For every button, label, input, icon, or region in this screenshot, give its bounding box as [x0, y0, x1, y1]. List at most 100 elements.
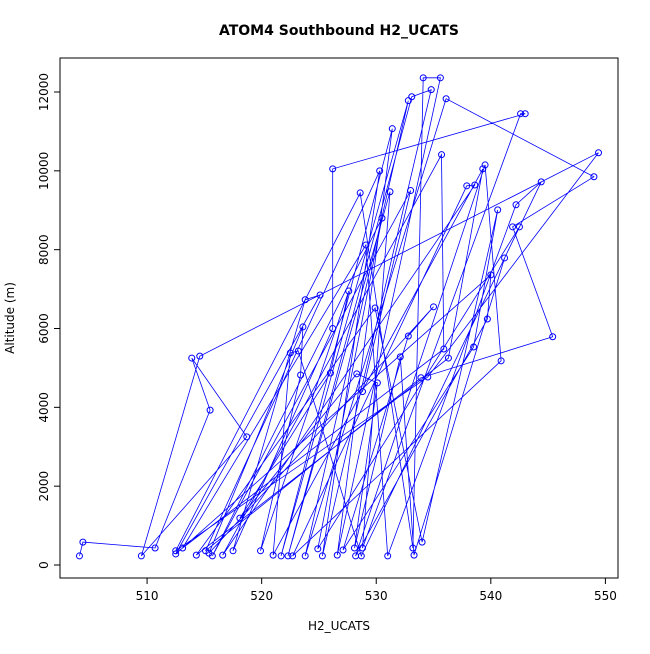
x-axis-label: H2_UCATS — [308, 619, 370, 633]
data-point — [339, 546, 347, 554]
data-point — [301, 296, 309, 304]
y-axis-label: Altitude (m) — [3, 282, 17, 354]
y-tick-label: 0 — [37, 561, 51, 569]
data-point — [487, 271, 495, 279]
data-point — [430, 303, 438, 311]
data-point — [470, 343, 478, 351]
data-point — [284, 552, 292, 560]
data-point — [471, 181, 479, 189]
plot-frame — [59, 57, 619, 579]
data-point — [172, 550, 180, 558]
data-point — [404, 97, 412, 105]
data-point — [521, 110, 529, 118]
data-point — [396, 353, 404, 361]
data-point — [408, 93, 416, 101]
data-point — [427, 86, 435, 94]
data-point — [329, 325, 337, 333]
data-point — [409, 544, 417, 552]
data-point — [371, 304, 379, 312]
data-point — [192, 551, 200, 559]
data-point — [509, 223, 517, 231]
data-point — [479, 165, 487, 173]
data-point — [386, 188, 394, 196]
data-point — [79, 538, 87, 546]
y-tick-label: 6000 — [37, 313, 51, 344]
data-point — [512, 201, 520, 209]
data-point — [294, 347, 302, 355]
data-point — [277, 552, 285, 560]
data-point — [345, 287, 353, 295]
y-tick-label: 8000 — [37, 234, 51, 265]
data-point — [358, 388, 366, 396]
y-tick-label: 2000 — [37, 471, 51, 502]
data-point — [299, 323, 307, 331]
data-point — [384, 552, 392, 560]
data-point — [257, 547, 265, 555]
data-point — [515, 223, 523, 231]
data-point — [219, 551, 227, 559]
data-point — [318, 552, 326, 560]
data-point — [297, 371, 305, 379]
data-point — [301, 552, 309, 560]
data-point — [517, 110, 525, 118]
data-point — [236, 514, 244, 522]
data-point — [151, 544, 159, 552]
data-point — [206, 406, 214, 414]
data-point — [483, 315, 491, 323]
data-point — [179, 544, 187, 552]
data-point — [229, 547, 237, 555]
data-point — [243, 433, 251, 441]
x-tick-label: 550 — [594, 589, 617, 603]
data-point — [404, 332, 412, 340]
data-point — [417, 374, 425, 382]
data-point — [269, 551, 277, 559]
data-point — [286, 349, 294, 357]
data-point — [75, 552, 83, 560]
data-point — [537, 178, 545, 186]
data-point — [188, 354, 196, 362]
data-point — [590, 173, 598, 181]
data-point — [362, 241, 370, 249]
data-point — [358, 544, 366, 552]
data-point — [137, 552, 145, 560]
data-point — [438, 151, 446, 159]
x-tick-label: 510 — [136, 589, 159, 603]
data-point — [440, 345, 448, 353]
data-point — [419, 74, 427, 82]
data-point — [376, 167, 384, 175]
data-point — [314, 545, 322, 553]
data-point — [494, 206, 502, 214]
data-point — [356, 189, 364, 197]
data-point — [407, 187, 415, 195]
x-tick-label: 530 — [365, 589, 388, 603]
data-point — [353, 370, 361, 378]
data-point — [326, 369, 334, 377]
data-point — [172, 547, 180, 555]
data-point — [444, 354, 452, 362]
data-point — [350, 544, 358, 552]
data-point — [373, 379, 381, 387]
data-point — [501, 254, 509, 262]
data-point — [388, 125, 396, 133]
data-point — [463, 182, 471, 190]
data-point — [289, 552, 297, 560]
chart-title: ATOM4 Southbound H2_UCATS — [219, 23, 459, 39]
data-point — [333, 551, 341, 559]
y-tick-label: 12000 — [37, 73, 51, 111]
x-tick-label: 540 — [479, 589, 502, 603]
data-point — [436, 74, 444, 82]
data-point — [481, 161, 489, 169]
data-point — [378, 214, 386, 222]
data-point — [424, 373, 432, 381]
data-point — [196, 352, 204, 360]
y-tick-label: 10000 — [37, 152, 51, 190]
y-tick-label: 4000 — [37, 392, 51, 423]
data-point — [442, 95, 450, 103]
data-point — [357, 552, 365, 560]
data-point — [410, 551, 418, 559]
data-point — [497, 357, 505, 365]
x-tick-label: 520 — [250, 589, 273, 603]
data-point — [329, 165, 337, 173]
series-line — [79, 77, 599, 557]
